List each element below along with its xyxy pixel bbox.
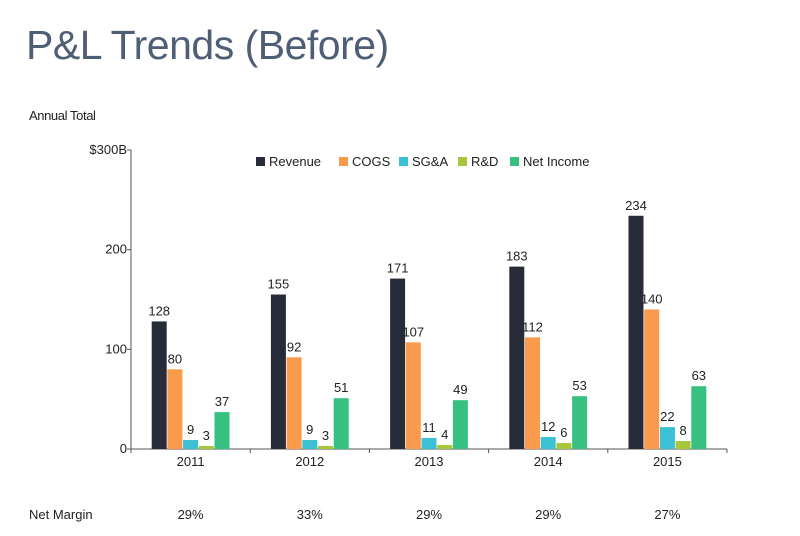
data-label: 234 <box>625 198 647 213</box>
bar <box>659 427 675 449</box>
data-label: 53 <box>572 378 586 393</box>
bar <box>167 369 183 449</box>
net-margin-label: Net Margin <box>29 507 93 522</box>
data-label: 22 <box>660 409 674 424</box>
bar <box>572 396 588 449</box>
bar <box>421 438 437 449</box>
data-label: 49 <box>453 382 467 397</box>
legend-swatch <box>399 157 408 166</box>
bar <box>540 437 556 449</box>
bar <box>390 278 406 449</box>
bar <box>556 443 572 449</box>
net-margin-value: 29% <box>415 507 443 522</box>
bar <box>509 266 525 449</box>
y-tick-label: 100 <box>105 341 127 356</box>
legend-label: SG&A <box>412 154 448 169</box>
bar <box>628 215 644 449</box>
bar <box>525 337 540 449</box>
y-tick-label: 200 <box>105 242 127 257</box>
data-label: 8 <box>679 423 686 438</box>
bar <box>198 446 214 449</box>
data-label: 12 <box>541 419 555 434</box>
y-tick-label: $300B <box>89 142 127 157</box>
data-label: 63 <box>692 368 706 383</box>
legend-label: COGS <box>352 154 391 169</box>
data-label: 80 <box>168 351 182 366</box>
data-label: 3 <box>203 428 210 443</box>
legend-label: Revenue <box>269 154 321 169</box>
bar <box>675 441 691 449</box>
net-margin-value: 33% <box>296 507 323 522</box>
legend-swatch <box>510 157 519 166</box>
data-label: 4 <box>441 427 448 442</box>
x-tick-label: 2015 <box>653 454 682 469</box>
bar <box>452 400 468 449</box>
net-margin-value: 27% <box>654 507 681 522</box>
net-margin-value: 29% <box>177 507 204 522</box>
data-label: 51 <box>334 380 348 395</box>
data-label: 9 <box>187 422 194 437</box>
x-tick-label: 2011 <box>177 454 205 469</box>
bar <box>183 440 199 449</box>
y-tick-label: 0 <box>120 441 127 456</box>
data-label: 37 <box>215 394 229 409</box>
bar <box>286 357 302 449</box>
x-tick-label: 2014 <box>534 454 563 469</box>
bar <box>405 342 421 449</box>
legend-swatch <box>339 157 348 166</box>
bar <box>214 412 230 449</box>
data-label: 140 <box>641 291 663 306</box>
data-label: 155 <box>268 277 290 292</box>
x-tick-label: 2013 <box>415 454 444 469</box>
bar <box>151 321 167 449</box>
legend-swatch <box>458 157 467 166</box>
legend-label: Net Income <box>523 154 589 169</box>
bar <box>691 386 707 449</box>
bar <box>437 445 453 449</box>
bar <box>333 398 349 449</box>
data-label: 183 <box>506 249 528 264</box>
x-tick-label: 2012 <box>295 454 324 469</box>
data-label: 128 <box>148 303 170 318</box>
bar <box>270 294 286 449</box>
data-label: 92 <box>287 339 301 354</box>
net-margin-value: 29% <box>535 507 562 522</box>
bar <box>318 446 333 449</box>
data-label: 6 <box>560 425 567 440</box>
data-label: 107 <box>402 324 424 339</box>
chart-title: P&L Trends (Before) <box>26 22 389 68</box>
legend-label: R&D <box>471 154 498 169</box>
bar <box>302 440 318 449</box>
data-label: 9 <box>306 422 313 437</box>
data-label: 3 <box>322 428 329 443</box>
chart-subtitle: Annual Total <box>29 108 96 123</box>
legend-swatch <box>256 157 265 166</box>
data-label: 171 <box>387 261 409 276</box>
data-label: 112 <box>522 319 543 334</box>
data-label: 11 <box>422 420 436 435</box>
bar <box>644 309 660 449</box>
